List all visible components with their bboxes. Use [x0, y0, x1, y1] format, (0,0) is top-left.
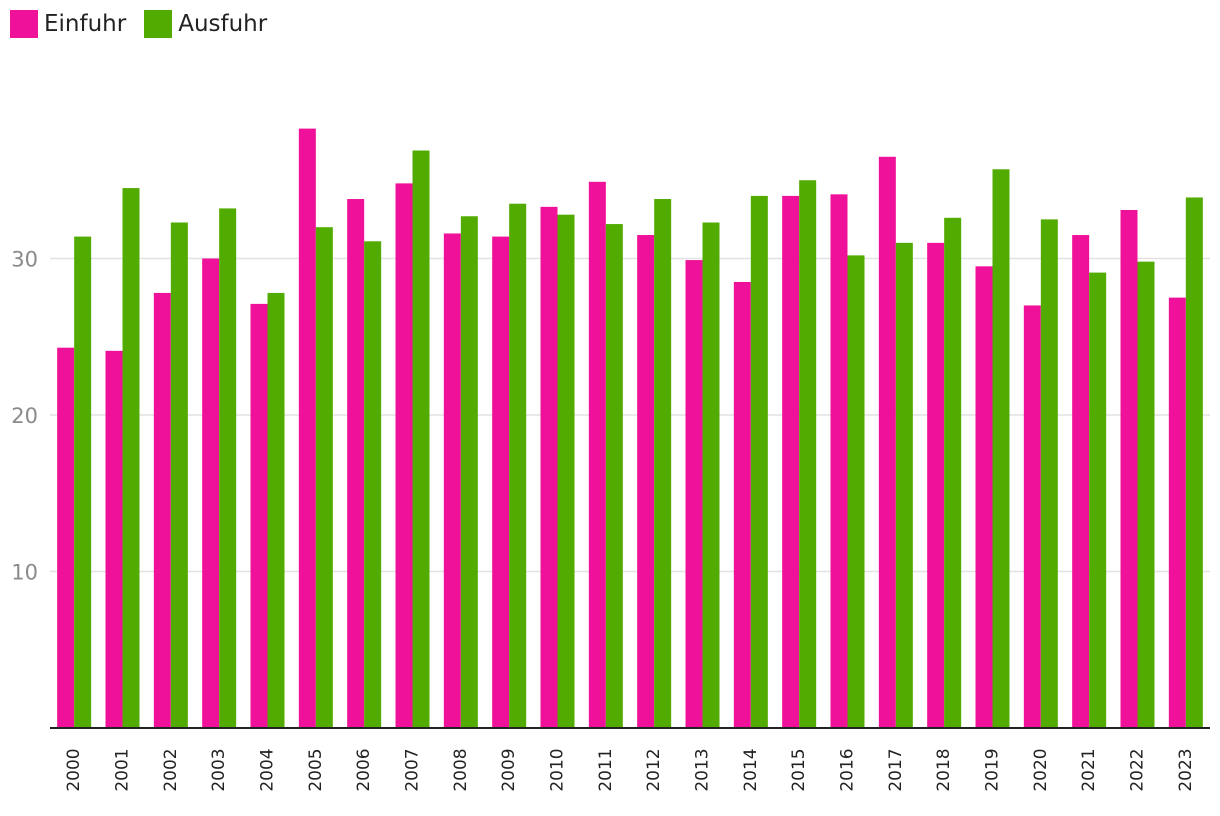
bar-ausfuhr-2003[interactable] — [219, 208, 237, 729]
bar-ausfuhr-2006[interactable] — [364, 241, 382, 728]
x-tick-label-2021: 2021 — [1079, 748, 1099, 791]
x-tick-label-2000: 2000 — [64, 748, 84, 791]
bar-einfuhr-2022[interactable] — [1120, 209, 1138, 729]
bar-einfuhr-2013[interactable] — [685, 260, 703, 728]
bar-einfuhr-2023[interactable] — [1168, 297, 1186, 728]
legend-swatch-ausfuhr — [144, 10, 173, 38]
bar-ausfuhr-2004[interactable] — [267, 292, 285, 728]
bar-ausfuhr-2020[interactable] — [1040, 219, 1058, 728]
x-tick-label-2022: 2022 — [1128, 748, 1148, 791]
bar-ausfuhr-2015[interactable] — [799, 180, 817, 728]
x-tick-label-2004: 2004 — [258, 748, 278, 791]
x-tick-label-2002: 2002 — [161, 748, 181, 791]
bar-einfuhr-2019[interactable] — [975, 266, 993, 728]
bar-ausfuhr-2018[interactable] — [944, 217, 962, 728]
bar-ausfuhr-2005[interactable] — [315, 227, 333, 728]
bar-einfuhr-2018[interactable] — [927, 242, 945, 728]
bar-einfuhr-2002[interactable] — [153, 292, 171, 728]
legend-item-einfuhr[interactable]: Einfuhr — [10, 10, 126, 38]
bar-einfuhr-2000[interactable] — [57, 347, 75, 728]
y-tick-label-10: 10 — [11, 561, 38, 585]
bar-einfuhr-2020[interactable] — [1023, 305, 1041, 728]
y-tick-label-20: 20 — [11, 404, 38, 428]
bar-ausfuhr-2017[interactable] — [895, 242, 913, 728]
x-tick-label-2014: 2014 — [741, 748, 761, 791]
bar-ausfuhr-2012[interactable] — [654, 199, 672, 728]
bar-einfuhr-2007[interactable] — [395, 183, 413, 728]
legend-label-ausfuhr: Ausfuhr — [178, 11, 268, 37]
x-tick-label-2001: 2001 — [113, 748, 133, 791]
bar-einfuhr-2010[interactable] — [540, 206, 558, 729]
x-tick-label-2008: 2008 — [451, 748, 471, 791]
legend: Einfuhr Ausfuhr — [10, 10, 267, 38]
bar-einfuhr-2004[interactable] — [250, 303, 268, 728]
x-tick-label-2010: 2010 — [548, 748, 568, 791]
bar-ausfuhr-2009[interactable] — [509, 203, 527, 729]
x-tick-label-2013: 2013 — [693, 748, 713, 791]
legend-label-einfuhr: Einfuhr — [44, 11, 127, 37]
bar-ausfuhr-2000[interactable] — [74, 236, 92, 728]
bar-einfuhr-2008[interactable] — [443, 233, 461, 728]
bar-einfuhr-2009[interactable] — [492, 236, 510, 728]
x-tick-label-2016: 2016 — [838, 748, 858, 791]
x-tick-label-2023: 2023 — [1176, 748, 1196, 791]
bar-ausfuhr-2001[interactable] — [122, 188, 140, 728]
bar-einfuhr-2014[interactable] — [733, 281, 751, 728]
x-tick-label-2009: 2009 — [499, 748, 519, 791]
bar-ausfuhr-2022[interactable] — [1137, 261, 1155, 728]
x-tick-label-2006: 2006 — [354, 748, 374, 791]
legend-swatch-einfuhr — [10, 10, 38, 38]
bar-einfuhr-2021[interactable] — [1072, 235, 1090, 728]
bar-ausfuhr-2023[interactable] — [1185, 197, 1203, 729]
bar-einfuhr-2012[interactable] — [637, 235, 655, 728]
bar-einfuhr-2011[interactable] — [588, 181, 606, 728]
x-tick-label-2011: 2011 — [596, 748, 616, 791]
x-tick-label-2020: 2020 — [1031, 748, 1051, 791]
x-tick-label-2018: 2018 — [934, 748, 954, 791]
bar-einfuhr-2001[interactable] — [105, 350, 123, 728]
bar-einfuhr-2017[interactable] — [878, 156, 896, 728]
x-tick-label-2019: 2019 — [983, 748, 1003, 791]
legend-item-ausfuhr[interactable]: Ausfuhr — [144, 10, 267, 38]
bar-ausfuhr-2019[interactable] — [992, 169, 1010, 729]
bar-einfuhr-2006[interactable] — [347, 199, 365, 728]
x-tick-label-2012: 2012 — [644, 748, 664, 791]
bar-ausfuhr-2010[interactable] — [557, 214, 575, 728]
bar-einfuhr-2016[interactable] — [830, 194, 848, 728]
x-tick-label-2005: 2005 — [306, 748, 326, 791]
bar-ausfuhr-2014[interactable] — [750, 195, 768, 728]
bar-ausfuhr-2011[interactable] — [605, 224, 623, 728]
bar-ausfuhr-2013[interactable] — [702, 222, 720, 728]
bar-ausfuhr-2008[interactable] — [460, 216, 478, 728]
bar-ausfuhr-2007[interactable] — [412, 150, 430, 728]
x-tick-label-2007: 2007 — [403, 748, 423, 791]
y-tick-label-30: 30 — [11, 248, 38, 272]
x-tick-label-2017: 2017 — [886, 748, 906, 791]
bar-ausfuhr-2002[interactable] — [170, 222, 188, 728]
bar-einfuhr-2005[interactable] — [298, 128, 316, 729]
bar-einfuhr-2003[interactable] — [202, 258, 220, 729]
x-tick-label-2015: 2015 — [789, 748, 809, 791]
bar-ausfuhr-2016[interactable] — [847, 255, 865, 728]
bar-einfuhr-2015[interactable] — [782, 195, 800, 728]
bar-ausfuhr-2021[interactable] — [1089, 272, 1107, 728]
x-tick-label-2003: 2003 — [209, 748, 229, 791]
